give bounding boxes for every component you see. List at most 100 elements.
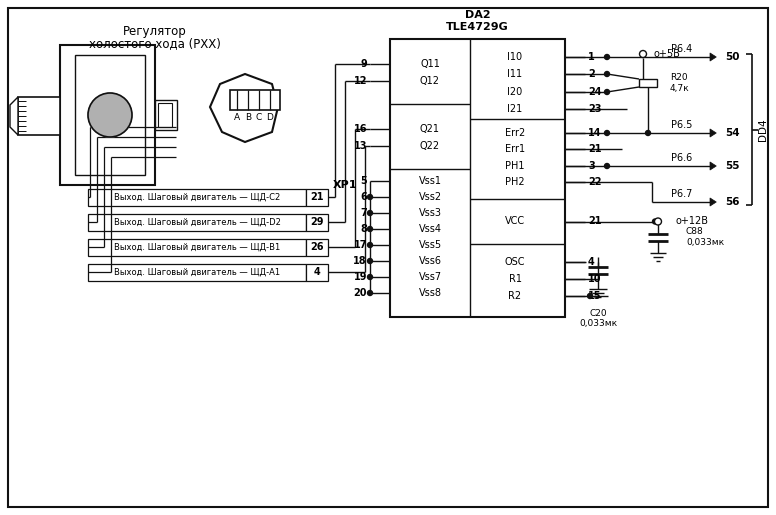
Text: 13: 13 xyxy=(354,141,367,151)
Circle shape xyxy=(653,219,657,224)
Text: 21: 21 xyxy=(588,144,601,154)
Circle shape xyxy=(587,294,593,299)
Bar xyxy=(158,103,172,127)
Text: OSC: OSC xyxy=(504,257,525,267)
Circle shape xyxy=(368,243,372,248)
Text: P6.4: P6.4 xyxy=(671,44,693,54)
Bar xyxy=(390,39,565,317)
Text: Vss5: Vss5 xyxy=(418,240,442,250)
Text: P6.5: P6.5 xyxy=(671,120,693,130)
Text: 21: 21 xyxy=(588,216,601,227)
Text: R20
4,7к: R20 4,7к xyxy=(669,73,689,93)
Text: 54: 54 xyxy=(725,128,740,138)
Circle shape xyxy=(88,93,132,137)
Text: Q22: Q22 xyxy=(420,141,440,151)
Text: Vss2: Vss2 xyxy=(418,192,442,202)
Text: 55: 55 xyxy=(725,161,740,171)
Bar xyxy=(88,188,306,205)
Text: 9: 9 xyxy=(360,59,367,69)
Circle shape xyxy=(605,163,609,168)
Text: Выход. Шаговый двигатель — ЩД-В1: Выход. Шаговый двигатель — ЩД-В1 xyxy=(114,243,280,251)
Text: Vss3: Vss3 xyxy=(418,208,442,218)
Text: 15: 15 xyxy=(588,291,601,301)
Text: VCC: VCC xyxy=(505,216,525,227)
Text: 4: 4 xyxy=(314,267,320,277)
Bar xyxy=(75,55,145,175)
Text: Q12: Q12 xyxy=(420,76,440,86)
Polygon shape xyxy=(710,198,716,206)
Circle shape xyxy=(639,50,646,58)
Text: Vss7: Vss7 xyxy=(418,272,442,282)
Text: Регулятор: Регулятор xyxy=(123,25,187,38)
Text: TLE4729G: TLE4729G xyxy=(446,22,509,32)
Bar xyxy=(230,90,280,110)
Text: 19: 19 xyxy=(354,272,367,282)
Text: 8: 8 xyxy=(360,224,367,234)
Text: 50: 50 xyxy=(725,52,740,62)
Circle shape xyxy=(368,259,372,264)
Text: R2: R2 xyxy=(508,291,521,301)
Text: Vss4: Vss4 xyxy=(418,224,442,234)
Text: Err1: Err1 xyxy=(505,144,525,154)
Text: C: C xyxy=(256,112,262,122)
Text: R1: R1 xyxy=(508,274,521,284)
Text: o+12В: o+12В xyxy=(675,216,708,227)
Text: ХР1: ХР1 xyxy=(333,180,357,190)
Circle shape xyxy=(368,274,372,280)
Text: 23: 23 xyxy=(588,104,601,114)
Text: 21: 21 xyxy=(310,192,324,202)
Text: 24: 24 xyxy=(588,87,601,97)
Text: 22: 22 xyxy=(588,177,601,187)
Text: 5: 5 xyxy=(360,176,367,186)
Circle shape xyxy=(605,72,609,77)
Polygon shape xyxy=(710,129,716,137)
Circle shape xyxy=(605,55,609,60)
Bar xyxy=(639,79,657,87)
Text: o+5В: o+5В xyxy=(653,49,680,59)
Circle shape xyxy=(646,130,650,135)
Text: P6.6: P6.6 xyxy=(671,153,693,163)
Text: P6.7: P6.7 xyxy=(671,189,693,199)
Text: 2: 2 xyxy=(588,69,594,79)
Text: Выход. Шаговый двигатель — ЩД-С2: Выход. Шаговый двигатель — ЩД-С2 xyxy=(114,193,280,201)
Bar xyxy=(60,45,155,185)
Polygon shape xyxy=(10,97,18,135)
Text: 14: 14 xyxy=(588,128,601,138)
Text: 56: 56 xyxy=(725,197,740,207)
Bar xyxy=(155,100,177,130)
Text: Выход. Шаговый двигатель — ЩД-А1: Выход. Шаговый двигатель — ЩД-А1 xyxy=(114,267,280,277)
Text: Vss6: Vss6 xyxy=(418,256,442,266)
Text: Err2: Err2 xyxy=(505,128,525,138)
Text: C20
0,033мк: C20 0,033мк xyxy=(579,309,617,329)
Bar xyxy=(88,238,306,255)
Bar xyxy=(18,97,60,135)
Circle shape xyxy=(654,218,661,225)
Text: 17: 17 xyxy=(354,240,367,250)
Circle shape xyxy=(368,227,372,232)
Text: 7: 7 xyxy=(360,208,367,218)
Bar xyxy=(88,264,306,281)
Text: Vss8: Vss8 xyxy=(418,288,442,298)
Text: A: A xyxy=(234,112,240,122)
Circle shape xyxy=(368,211,372,215)
Text: 26: 26 xyxy=(310,242,324,252)
Text: C88
0,033мк: C88 0,033мк xyxy=(686,227,724,247)
Text: I11: I11 xyxy=(508,69,522,79)
Text: 12: 12 xyxy=(354,76,367,86)
Text: Q21: Q21 xyxy=(420,124,440,134)
Text: 1: 1 xyxy=(588,52,594,62)
Text: 4: 4 xyxy=(588,257,594,267)
Text: 18: 18 xyxy=(353,256,367,266)
Bar xyxy=(88,214,306,231)
Text: PH2: PH2 xyxy=(505,177,525,187)
Circle shape xyxy=(368,290,372,296)
Text: I10: I10 xyxy=(508,52,522,62)
Text: DA2: DA2 xyxy=(465,10,490,20)
Circle shape xyxy=(605,90,609,94)
Text: 20: 20 xyxy=(354,288,367,298)
Text: 6: 6 xyxy=(360,192,367,202)
Bar xyxy=(306,264,328,281)
Text: Выход. Шаговый двигатель — ЩД-D2: Выход. Шаговый двигатель — ЩД-D2 xyxy=(113,217,280,227)
Text: Vss1: Vss1 xyxy=(418,176,442,186)
Text: I20: I20 xyxy=(508,87,522,97)
